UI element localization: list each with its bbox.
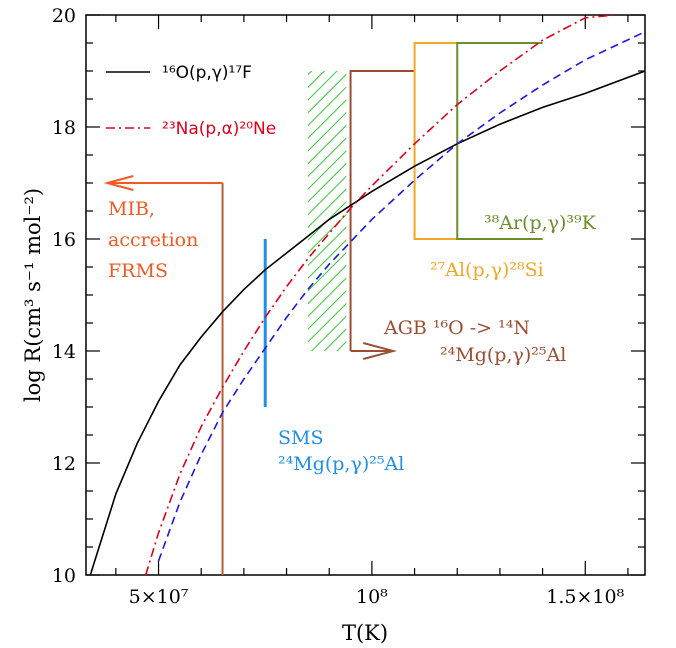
series-group: [89, 15, 645, 575]
legend-label: ¹⁶O(p,γ)¹⁷F: [162, 63, 252, 83]
x-axis: 5×10⁷ 10⁸ 1.5×10⁸: [115, 15, 629, 608]
mib-label-line: accretion: [108, 229, 198, 251]
y-tick-label: 10: [52, 565, 76, 587]
sms-reaction-label: ²⁴Mg(p,γ)²⁵Al: [278, 453, 404, 475]
agb-reaction-label: ²⁴Mg(p,γ)²⁵Al: [440, 344, 566, 366]
ar38-bracket: [456, 42, 543, 240]
y-axis: 10 12 14 16 18 20: [52, 5, 645, 587]
y-tick-label: 18: [52, 117, 76, 139]
x-axis-title: T(K): [342, 621, 388, 645]
y-tick-label: 12: [52, 453, 76, 475]
x-tick-label: 10⁸: [356, 586, 388, 608]
series-line-0: [89, 70, 645, 575]
y-axis-title: log R(cm³ s⁻¹ mol⁻²): [21, 188, 45, 402]
agb-arrow-head: [362, 342, 398, 360]
sms-label: SMS: [278, 427, 324, 449]
y-tick-label: 16: [52, 229, 76, 251]
x-tick-label: 5×10⁷: [129, 586, 189, 608]
ar38-label: ³⁸Ar(p,γ)³⁹K: [484, 212, 597, 234]
legend-label: ²³Na(p,α)²⁰Ne: [162, 119, 276, 139]
al27-label: ²⁷Al(p,γ)²⁸Si: [430, 259, 544, 281]
mib-arrow-head: [103, 175, 134, 191]
legend: ¹⁶O(p,γ)¹⁷F ²³Na(p,α)²⁰Ne: [106, 63, 276, 139]
annotation-labels: MIB, accretion FRMS SMS ²⁴Mg(p,γ)²⁵Al AGB ¹⁶O…: [108, 198, 597, 475]
mib-label-line: MIB,: [108, 198, 155, 220]
series-line-2: [157, 31, 645, 562]
plot-frame: [85, 14, 646, 576]
al27-bracket: [413, 42, 543, 240]
agb-label: AGB ¹⁶O -> ¹⁴N: [383, 317, 530, 339]
x-tick-label: 1.5×10⁸: [546, 586, 624, 608]
series-line-1: [144, 15, 616, 575]
agb-bracket: [349, 70, 415, 351]
y-tick-label: 20: [52, 5, 76, 27]
hatched-region: [307, 71, 347, 351]
annotations: [103, 42, 543, 575]
mib-label-line: FRMS: [108, 260, 168, 282]
y-tick-label: 14: [52, 341, 76, 363]
